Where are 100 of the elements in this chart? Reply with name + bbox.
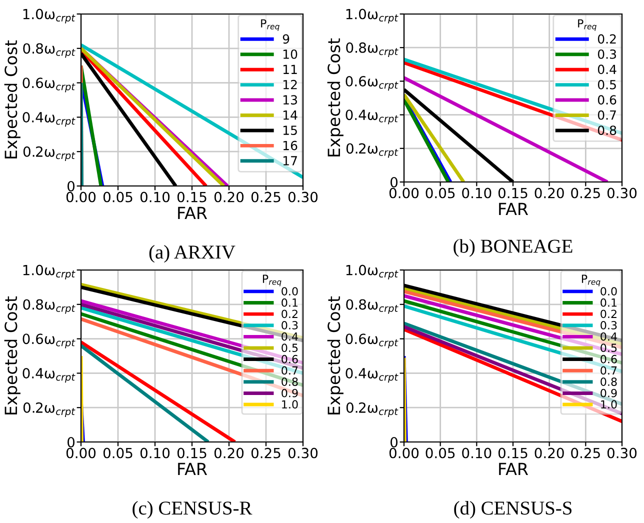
legend-title: P$_{req}$ <box>261 19 280 31</box>
x-tick-label: 0.05 <box>103 448 132 458</box>
x-tick-label: 0.30 <box>607 448 637 458</box>
legend-label: 0.2 <box>600 310 616 318</box>
legend-label: 0.1 <box>282 298 298 307</box>
y-tick-label: 0.8ω$_{crpt}$ <box>346 42 398 57</box>
y-tick-label: 0.8ω$_{crpt}$ <box>23 299 76 314</box>
y-tick-label: 0.6ω$_{crpt}$ <box>346 76 398 91</box>
legend-label: 10 <box>283 49 298 59</box>
legend-label: 0.4 <box>600 332 617 341</box>
text: (a) ARXIV <box>149 245 236 263</box>
legend-label: 0.0 <box>282 287 298 296</box>
legend-label: 0.5 <box>598 80 616 90</box>
legend-label: 0.4 <box>282 332 298 341</box>
x-tick-label: 0.00 <box>66 448 96 458</box>
legend-label: 0.0 <box>600 287 617 296</box>
text: (d) CENSUS-S <box>454 501 572 519</box>
x-tick-label: 0.05 <box>426 448 455 458</box>
y-tick-label: 0.2ω$_{crpt}$ <box>346 402 398 417</box>
x-tick-label: 0.10 <box>462 448 492 458</box>
x-tick-label: 0.00 <box>389 448 419 458</box>
y-tick-label: 0.4ω$_{crpt}$ <box>22 112 76 127</box>
y-tick-label: 0 <box>68 436 75 448</box>
y-tick-label: 0.6ω$_{crpt}$ <box>22 334 76 348</box>
y-tick-label: 0 <box>390 436 398 448</box>
legend-label: 9 <box>282 34 290 44</box>
legend-label: 0.7 <box>282 366 298 375</box>
legend-label: 0.5 <box>600 344 617 352</box>
legend-label: 13 <box>283 95 297 105</box>
y-tick-label: 0.4ω$_{crpt}$ <box>346 110 398 124</box>
legend-title: P$_{req}$ <box>578 19 596 31</box>
y-tick-label: 1.0ω$_{crpt}$ <box>23 8 76 24</box>
legend-label: 0.6 <box>598 95 616 105</box>
legend-label: 0.6 <box>282 354 298 364</box>
x-tick-label: 0.30 <box>288 192 318 202</box>
legend-label: 15 <box>283 126 297 136</box>
y-axis-title: Expected Cost <box>4 40 20 158</box>
y-tick-label: 0.4ω$_{crpt}$ <box>22 368 76 383</box>
x-tick-label: 0.30 <box>288 448 318 458</box>
x-tick-label: 0.25 <box>251 448 280 458</box>
legend-label: 0.2 <box>598 34 616 44</box>
y-tick-label: 1.0ω$_{crpt}$ <box>23 264 76 280</box>
x-tick-label: 0.10 <box>140 192 170 202</box>
x-axis-title: FAR <box>499 462 528 476</box>
legend-label: 1.0 <box>601 400 617 409</box>
legend-label: 0.4 <box>598 64 616 74</box>
x-axis-title: FAR <box>178 206 208 220</box>
legend-label: 0.3 <box>600 321 617 330</box>
y-axis-title: Expected Cost <box>327 296 344 414</box>
y-tick-label: 0.4ω$_{crpt}$ <box>346 368 398 383</box>
y-tick-label: 0 <box>390 176 398 188</box>
legend-label: 0.9 <box>600 388 617 398</box>
y-tick-label: 0 <box>68 180 75 192</box>
x-tick-label: 0.25 <box>251 192 280 202</box>
legend-title: P$_{req}$ <box>262 274 282 286</box>
y-tick-label: 0.2ω$_{crpt}$ <box>23 402 76 417</box>
y-tick-label: 0.2ω$_{crpt}$ <box>23 146 76 161</box>
x-tick-label: 0.05 <box>426 188 455 198</box>
legend-label: 0.3 <box>282 321 298 330</box>
legend-label: 0.9 <box>282 388 298 398</box>
x-tick-label: 0.00 <box>66 192 96 202</box>
legend-label: 16 <box>283 140 298 150</box>
legend-label: 11 <box>283 64 297 74</box>
legend-label: 0.3 <box>598 49 616 59</box>
legend-label: 0.1 <box>600 298 617 307</box>
text: (c) CENSUS-R <box>132 501 252 519</box>
x-tick-label: 0.25 <box>571 448 600 458</box>
x-tick-label: 0.05 <box>103 192 132 202</box>
legend-label: 0.2 <box>282 310 298 318</box>
y-axis-title: Expected Cost <box>4 296 20 414</box>
legend-label: 17 <box>283 156 297 166</box>
legend-label: 0.5 <box>282 344 298 352</box>
y-tick-label: 0.6ω$_{crpt}$ <box>22 78 76 92</box>
y-tick-label: 0.8ω$_{crpt}$ <box>346 299 398 314</box>
legend-label: 0.8 <box>600 378 617 386</box>
x-tick-label: 0.15 <box>498 188 528 198</box>
text: (b) BONEAGE <box>454 239 572 257</box>
x-tick-label: 0.25 <box>571 188 600 198</box>
legend-label: 0.6 <box>600 354 617 364</box>
y-tick-label: 0.6ω$_{crpt}$ <box>346 334 398 348</box>
legend-label: 0.8 <box>282 378 298 386</box>
x-tick-label: 0.10 <box>140 448 170 458</box>
x-tick-label: 0.20 <box>534 188 564 198</box>
x-axis-title: FAR <box>178 462 208 476</box>
legend-label: 0.7 <box>598 110 616 120</box>
legend-title: P$_{req}$ <box>582 274 600 286</box>
x-tick-label: 0.20 <box>534 448 564 458</box>
y-tick-label: 1.0ω$_{crpt}$ <box>346 8 398 24</box>
x-tick-label: 0.15 <box>177 192 206 202</box>
x-tick-label: 0.20 <box>214 192 244 202</box>
y-tick-label: 1.0ω$_{crpt}$ <box>346 264 398 280</box>
y-tick-label: 0.8ω$_{crpt}$ <box>23 43 76 58</box>
legend-label: 0.7 <box>600 366 617 375</box>
legend-label: 12 <box>283 80 297 90</box>
legend-label: 14 <box>283 110 298 120</box>
x-axis-title: FAR <box>499 202 528 216</box>
x-tick-label: 0.10 <box>462 188 492 198</box>
x-tick-label: 0.20 <box>214 448 244 458</box>
x-tick-label: 0.15 <box>177 448 206 458</box>
y-axis-title: Expected Cost <box>327 38 344 156</box>
